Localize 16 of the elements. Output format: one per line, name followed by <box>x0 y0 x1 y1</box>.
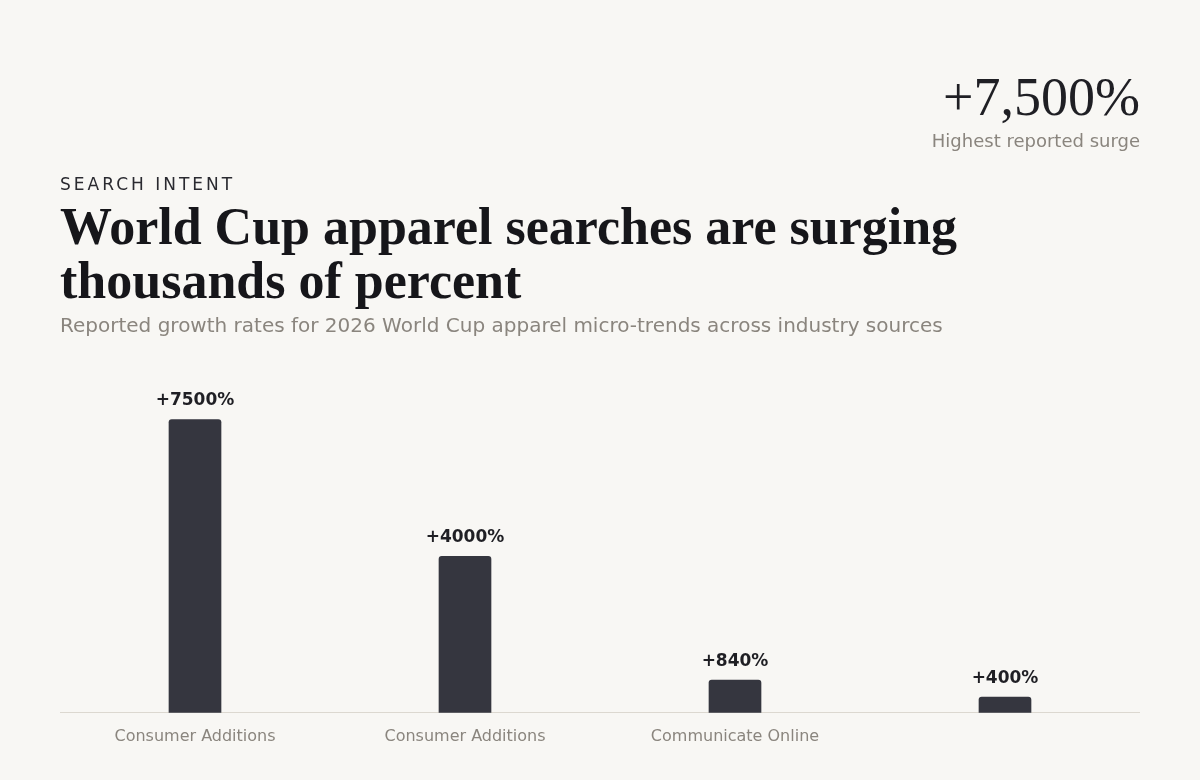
x-tick-label: Communicate Online <box>650 725 820 745</box>
bar <box>438 556 492 713</box>
bar <box>168 419 222 713</box>
data-label: +840% <box>701 649 769 670</box>
text: +7,500% <box>942 67 1140 127</box>
x-tick-label: Consumer Additions <box>114 725 276 745</box>
data-label: +400% <box>971 667 1039 688</box>
text: Highest reported surge <box>931 130 1140 151</box>
bar <box>708 679 762 713</box>
data-label: +4000% <box>425 526 505 547</box>
chart-title: World Cup apparel searches are surging thousands of percent <box>60 198 959 309</box>
bar <box>978 696 1032 713</box>
x-tick-label: Consumer Additions <box>384 725 546 745</box>
data-label: +7500% <box>155 389 235 410</box>
chart-subtitle: Reported growth rates for 2026 World Cup apparel micro-trends across industry sources <box>60 313 943 337</box>
text: SEARCH INTENT <box>60 174 236 194</box>
